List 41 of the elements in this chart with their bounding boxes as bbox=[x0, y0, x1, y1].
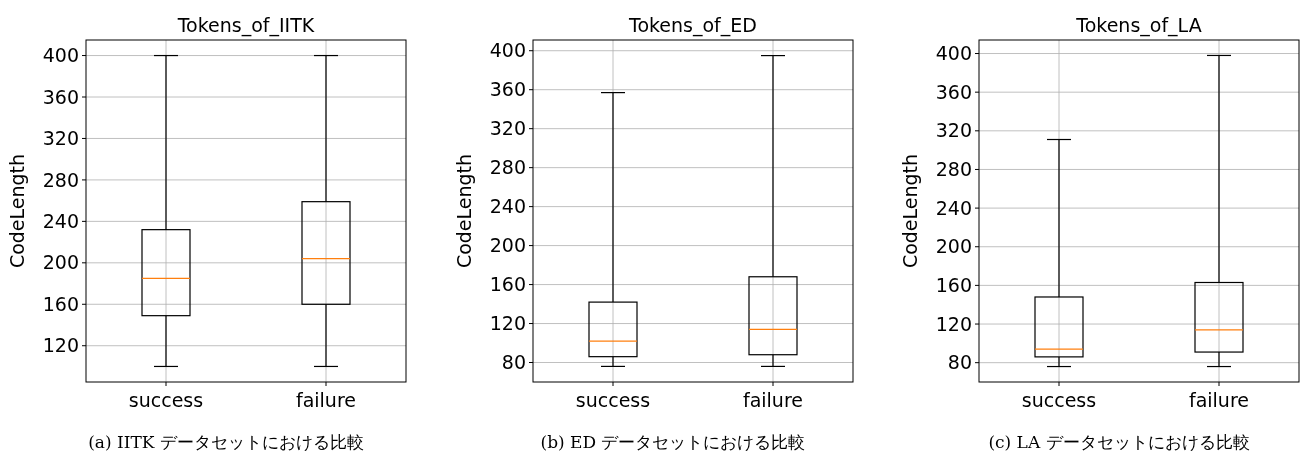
y-tick-label: 160 bbox=[489, 273, 526, 296]
y-tick-label: 240 bbox=[935, 196, 972, 219]
y-tick-label: 400 bbox=[935, 42, 972, 65]
x-tick-label: failure bbox=[295, 389, 357, 411]
y-tick-label: 200 bbox=[489, 234, 526, 257]
y-tick-label: 400 bbox=[42, 44, 79, 67]
y-tick-label: 120 bbox=[935, 312, 972, 335]
chart-title: Tokens_of_IITK bbox=[176, 14, 315, 37]
x-tick-label: success bbox=[575, 389, 651, 411]
y-tick-label: 320 bbox=[42, 127, 79, 150]
y-tick-label: 280 bbox=[935, 158, 972, 181]
text: (a) IITK データセットにおける比較 bbox=[88, 432, 364, 452]
y-tick-label: 160 bbox=[935, 274, 972, 297]
y-axis-title: CodeLength bbox=[899, 153, 921, 269]
y-tick-label: 200 bbox=[935, 235, 972, 258]
text: (b) ED データセットにおける比較 bbox=[540, 432, 806, 452]
y-tick-label: 120 bbox=[489, 312, 526, 335]
y-tick-label: 360 bbox=[489, 78, 526, 101]
x-tick-label: success bbox=[128, 389, 204, 411]
y-tick-label: 240 bbox=[489, 195, 526, 218]
y-tick-label: 240 bbox=[42, 210, 79, 233]
chart-title: Tokens_of_ED bbox=[628, 14, 757, 37]
y-axis-title: CodeLength bbox=[453, 153, 475, 269]
y-tick-label: 280 bbox=[489, 156, 526, 179]
y-tick-label: 360 bbox=[935, 80, 972, 103]
x-tick-label: success bbox=[1021, 389, 1097, 411]
y-tick-label: 320 bbox=[935, 119, 972, 142]
y-tick-label: 280 bbox=[42, 168, 79, 191]
x-tick-label: failure bbox=[742, 389, 804, 411]
y-tick-label: 80 bbox=[947, 351, 972, 374]
x-tick-label: failure bbox=[1188, 389, 1250, 411]
y-tick-label: 160 bbox=[42, 292, 79, 315]
y-tick-label: 360 bbox=[42, 85, 79, 108]
y-tick-label: 320 bbox=[489, 117, 526, 140]
y-axis-title: CodeLength bbox=[6, 153, 28, 269]
text: (c) LA データセットにおける比較 bbox=[988, 432, 1250, 452]
y-tick-label: 400 bbox=[489, 39, 526, 62]
y-tick-label: 120 bbox=[42, 334, 79, 357]
y-tick-label: 80 bbox=[501, 351, 526, 374]
y-tick-label: 200 bbox=[42, 251, 79, 274]
chart-title: Tokens_of_LA bbox=[1075, 14, 1202, 37]
